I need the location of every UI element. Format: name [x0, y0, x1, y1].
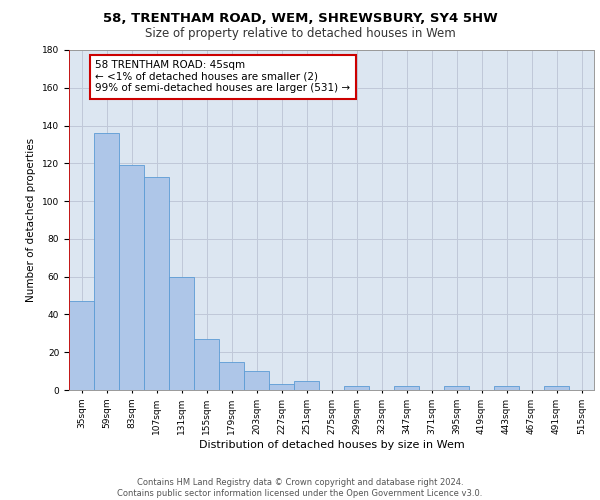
- Bar: [294, 380, 319, 390]
- Bar: [544, 386, 569, 390]
- Bar: [444, 386, 469, 390]
- Bar: [494, 386, 519, 390]
- Bar: [269, 384, 294, 390]
- Bar: [194, 339, 219, 390]
- Bar: [144, 176, 169, 390]
- Text: Size of property relative to detached houses in Wem: Size of property relative to detached ho…: [145, 28, 455, 40]
- Bar: [344, 386, 369, 390]
- Bar: [244, 371, 269, 390]
- Bar: [169, 276, 194, 390]
- Bar: [394, 386, 419, 390]
- Text: Contains HM Land Registry data © Crown copyright and database right 2024.
Contai: Contains HM Land Registry data © Crown c…: [118, 478, 482, 498]
- Text: 58 TRENTHAM ROAD: 45sqm
← <1% of detached houses are smaller (2)
99% of semi-det: 58 TRENTHAM ROAD: 45sqm ← <1% of detache…: [95, 60, 350, 94]
- X-axis label: Distribution of detached houses by size in Wem: Distribution of detached houses by size …: [199, 440, 464, 450]
- Bar: [219, 362, 244, 390]
- Bar: [94, 133, 119, 390]
- Bar: [69, 301, 94, 390]
- Y-axis label: Number of detached properties: Number of detached properties: [26, 138, 37, 302]
- Bar: [119, 165, 144, 390]
- Text: 58, TRENTHAM ROAD, WEM, SHREWSBURY, SY4 5HW: 58, TRENTHAM ROAD, WEM, SHREWSBURY, SY4 …: [103, 12, 497, 26]
